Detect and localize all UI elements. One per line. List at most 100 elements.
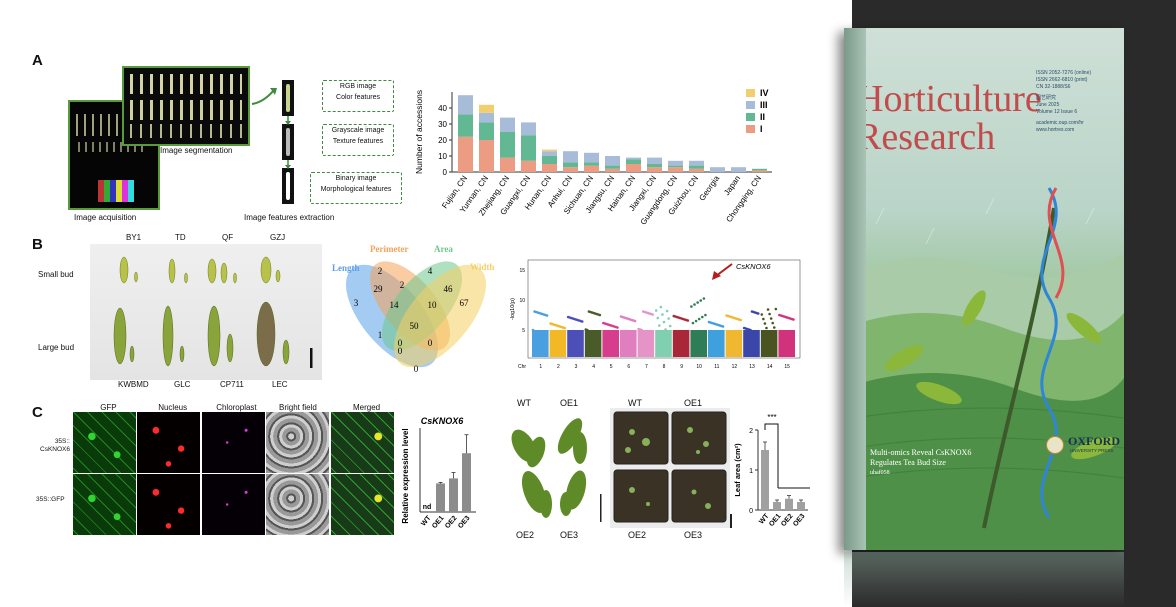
legend-label-IV: IV <box>760 88 769 98</box>
snp-point <box>704 313 707 317</box>
curved-arrow-icon <box>251 88 277 105</box>
venn-set-label: Perimeter <box>370 244 408 254</box>
large-bud-label: Large bud <box>38 343 75 352</box>
chromosome-band <box>567 330 584 357</box>
category-label: Japan <box>722 174 742 197</box>
venn-count: 3 <box>354 298 359 308</box>
chromosome-band <box>760 330 778 357</box>
snp-point <box>686 319 690 322</box>
cover-illustration <box>844 187 1125 550</box>
venn-set-label: Length <box>332 263 360 273</box>
snp-point <box>792 318 795 321</box>
pot-wt: WT <box>628 398 642 408</box>
society-logo-icon <box>1046 436 1064 454</box>
legend-label-I: I <box>760 124 763 134</box>
leaf-bar <box>761 450 769 510</box>
issn-cn: CN 32-1888/S6 <box>1036 84 1071 90</box>
snp-point <box>586 328 589 332</box>
chromosome-band <box>672 330 690 357</box>
snp-point <box>668 324 672 328</box>
micro-cell <box>73 412 136 473</box>
leaf-category: OE1 <box>768 513 782 528</box>
snp-point <box>702 297 706 300</box>
binary-leaf-strip <box>282 168 294 204</box>
morphological-features-box: Binary image Morphological features <box>310 172 402 204</box>
chr-number: 13 <box>749 364 755 370</box>
issn-online: ISSN 2052-7276 (online) <box>1036 70 1092 76</box>
bar-segment-II <box>668 165 683 168</box>
legend-swatch-I <box>746 125 755 133</box>
venn-count: 10 <box>428 300 438 310</box>
significance-label: *** <box>767 413 776 422</box>
cover-title-line1: Horticulture <box>856 78 1042 120</box>
micro-header-0: GFP <box>100 403 117 412</box>
row2-label: 35S::GFP <box>36 496 65 503</box>
legend-label-III: III <box>760 100 768 110</box>
cover-spine <box>844 28 866 550</box>
cover-headline-1: Multi-omics Reveal CsKNOX6 <box>870 448 972 457</box>
venn-count: 2 <box>400 280 405 290</box>
snp-point <box>694 319 698 323</box>
cultivar-top-1: BY1 <box>126 233 142 242</box>
leaf-bar <box>797 502 805 510</box>
chr-label: Chr <box>518 364 526 370</box>
micro-cell <box>137 412 201 473</box>
snp-point <box>665 309 669 313</box>
snp-point <box>693 303 696 306</box>
chr-number: 8 <box>663 364 666 370</box>
bud-leaves-drawing <box>113 256 313 368</box>
micro-header-4: Merged <box>353 403 381 412</box>
bar-segment-II <box>563 162 578 168</box>
venn-count: 0 <box>398 346 403 356</box>
panel-b-letter: B <box>32 236 43 253</box>
texture-features-text: Texture features <box>332 138 384 145</box>
snp-point <box>598 313 602 317</box>
bar-segment-II <box>605 165 620 169</box>
rgb-image-text: RGB image <box>339 83 377 90</box>
pot-oe1: OE1 <box>684 398 703 408</box>
url-oup: academic.oup.com/hr <box>1036 120 1084 126</box>
venn-set-label: Area <box>434 244 453 254</box>
snp-point <box>696 301 699 304</box>
chr-number: 6 <box>627 364 630 370</box>
oxford-sub: UNIVERSITY PRESS <box>1070 448 1114 453</box>
chr-number: 1 <box>539 364 542 370</box>
down-arrows-icon <box>285 116 291 169</box>
bar-segment-III <box>500 117 515 132</box>
cultivar-bottom-3: CP711 <box>220 380 244 389</box>
micro-cell <box>266 412 330 473</box>
y-tick-label: 0 <box>749 508 753 515</box>
y-tick-label: 10 <box>438 152 447 161</box>
chr-number: 3 <box>575 364 578 370</box>
micro-header-1: Nucleus <box>158 403 188 412</box>
snp-point <box>662 320 666 324</box>
plant1-oe2: OE2 <box>516 530 535 540</box>
bar-segment-III <box>521 122 536 136</box>
venn-set-3 <box>393 264 487 368</box>
plant-photo-1 <box>496 408 612 528</box>
bar-segment-III <box>458 95 473 115</box>
chr-number: 9 <box>680 364 683 370</box>
chr-number: 10 <box>696 364 702 370</box>
cover-headline-2: Regulates Tea Bud Size <box>870 458 946 467</box>
bar-segment-I <box>521 160 536 172</box>
bar-segment-II <box>479 122 494 140</box>
chromosome-band <box>708 330 725 357</box>
snp-point <box>771 321 775 325</box>
bar-segment-III <box>605 156 620 166</box>
snp-point <box>690 305 693 308</box>
snp-point <box>659 305 663 309</box>
snp-point <box>739 318 742 322</box>
color-features-text: Color features <box>336 94 380 101</box>
legend-swatch-II <box>746 113 755 121</box>
chromosome-band <box>725 330 743 357</box>
not-detected-label: nd <box>423 504 432 511</box>
micro-cell <box>73 474 136 535</box>
cultivar-bottom-2: GLC <box>174 380 191 389</box>
chromosome-band <box>602 330 619 357</box>
snp-point <box>699 299 703 302</box>
legend-swatch-IV <box>746 89 755 97</box>
bar-segment-III <box>689 160 704 166</box>
